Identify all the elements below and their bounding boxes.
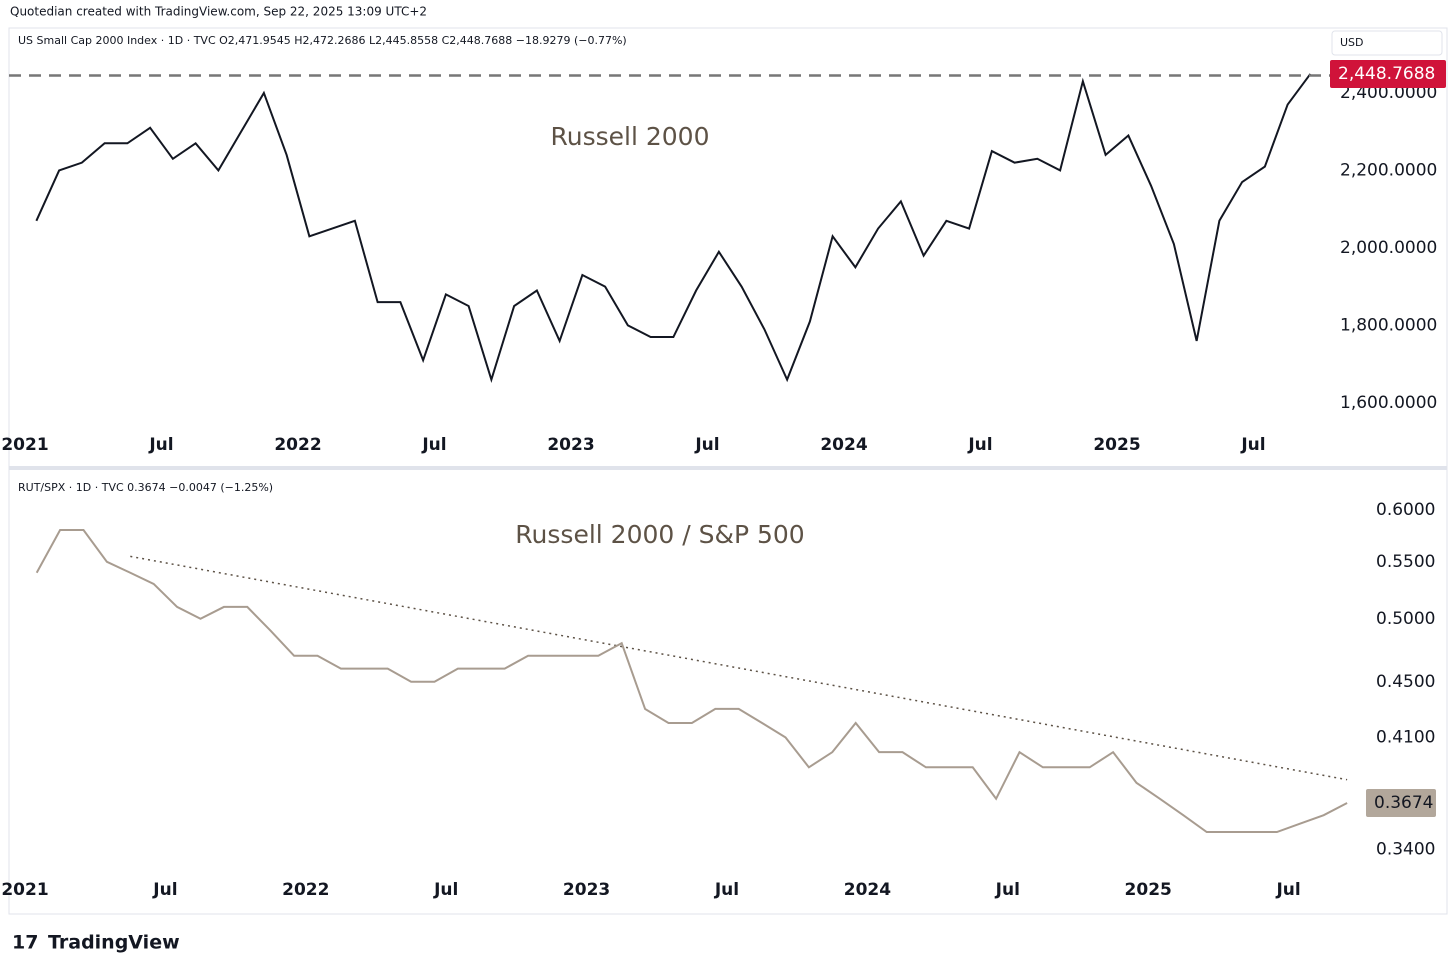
x-tick-label: 2021 — [1, 435, 48, 455]
y-tick-label: 0.5000 — [1376, 609, 1435, 629]
last-value-label: 2,448.7688 — [1338, 64, 1435, 84]
y-tick-label: 0.6000 — [1376, 500, 1435, 520]
brand-logo: 17 — [12, 932, 38, 954]
legend-text: RUT/SPX · 1D · TVC 0.3674 −0.0047 (−1.25… — [18, 481, 273, 494]
x-tick-label: 2021 — [1, 880, 48, 900]
plot-area — [35, 529, 1348, 834]
frame — [8, 27, 1448, 915]
last-value-box — [1366, 788, 1436, 817]
x-tick-label: Jul — [967, 435, 992, 455]
x-tick-label: Jul — [1240, 435, 1265, 455]
series-line — [35, 73, 1312, 384]
y-tick-label: 0.5500 — [1376, 552, 1435, 572]
x-tick-label: Jul — [995, 880, 1020, 900]
plot-area — [35, 73, 1312, 384]
currency: USD — [1340, 36, 1364, 49]
chart-title: Russell 2000 / S&P 500 — [515, 520, 804, 549]
last-value-box — [1330, 60, 1446, 89]
y-tick-label: 1,800.0000 — [1340, 315, 1437, 335]
x-tick-label: 2025 — [1125, 880, 1172, 900]
x-tick-label: 2024 — [844, 880, 891, 900]
y-tick-label: 0.4500 — [1376, 672, 1435, 692]
last-value-label: 0.3674 — [1374, 793, 1433, 813]
legend-text: US Small Cap 2000 Index · 1D · TVC O2,47… — [18, 34, 627, 47]
y-tick-label: 0.4100 — [1376, 727, 1435, 747]
y-tick-label: 1,600.0000 — [1340, 393, 1437, 413]
trend-line — [130, 555, 1348, 781]
x-tick-label: Jul — [433, 880, 458, 900]
x-tick-label: Jul — [694, 435, 719, 455]
y-tick-label: 2,200.0000 — [1340, 160, 1437, 180]
x-tick-label: 2022 — [274, 435, 321, 455]
x-tick-label: Jul — [152, 880, 177, 900]
x-tick-label: Jul — [714, 880, 739, 900]
y-tick-label: 0.3400 — [1376, 839, 1435, 859]
x-tick-label: 2023 — [547, 435, 594, 455]
footer-brand: TradingView — [48, 932, 180, 954]
x-tick-label: 2025 — [1093, 435, 1140, 455]
x-tick-label: 2022 — [282, 880, 329, 900]
page-header: Quotedian created with TradingView.com, … — [10, 5, 427, 19]
y-tick-label: 2,000.0000 — [1340, 238, 1437, 258]
brand: 17 TradingView — [12, 932, 180, 954]
x-tick-label: 2023 — [563, 880, 610, 900]
currency-box — [1331, 30, 1443, 56]
chart-title: Russell 2000 — [551, 122, 710, 151]
x-tick-label: 2024 — [820, 435, 867, 455]
x-tick-label: Jul — [148, 435, 173, 455]
x-tick-label: Jul — [1275, 880, 1300, 900]
x-tick-label: Jul — [421, 435, 446, 455]
series-line — [35, 529, 1348, 834]
